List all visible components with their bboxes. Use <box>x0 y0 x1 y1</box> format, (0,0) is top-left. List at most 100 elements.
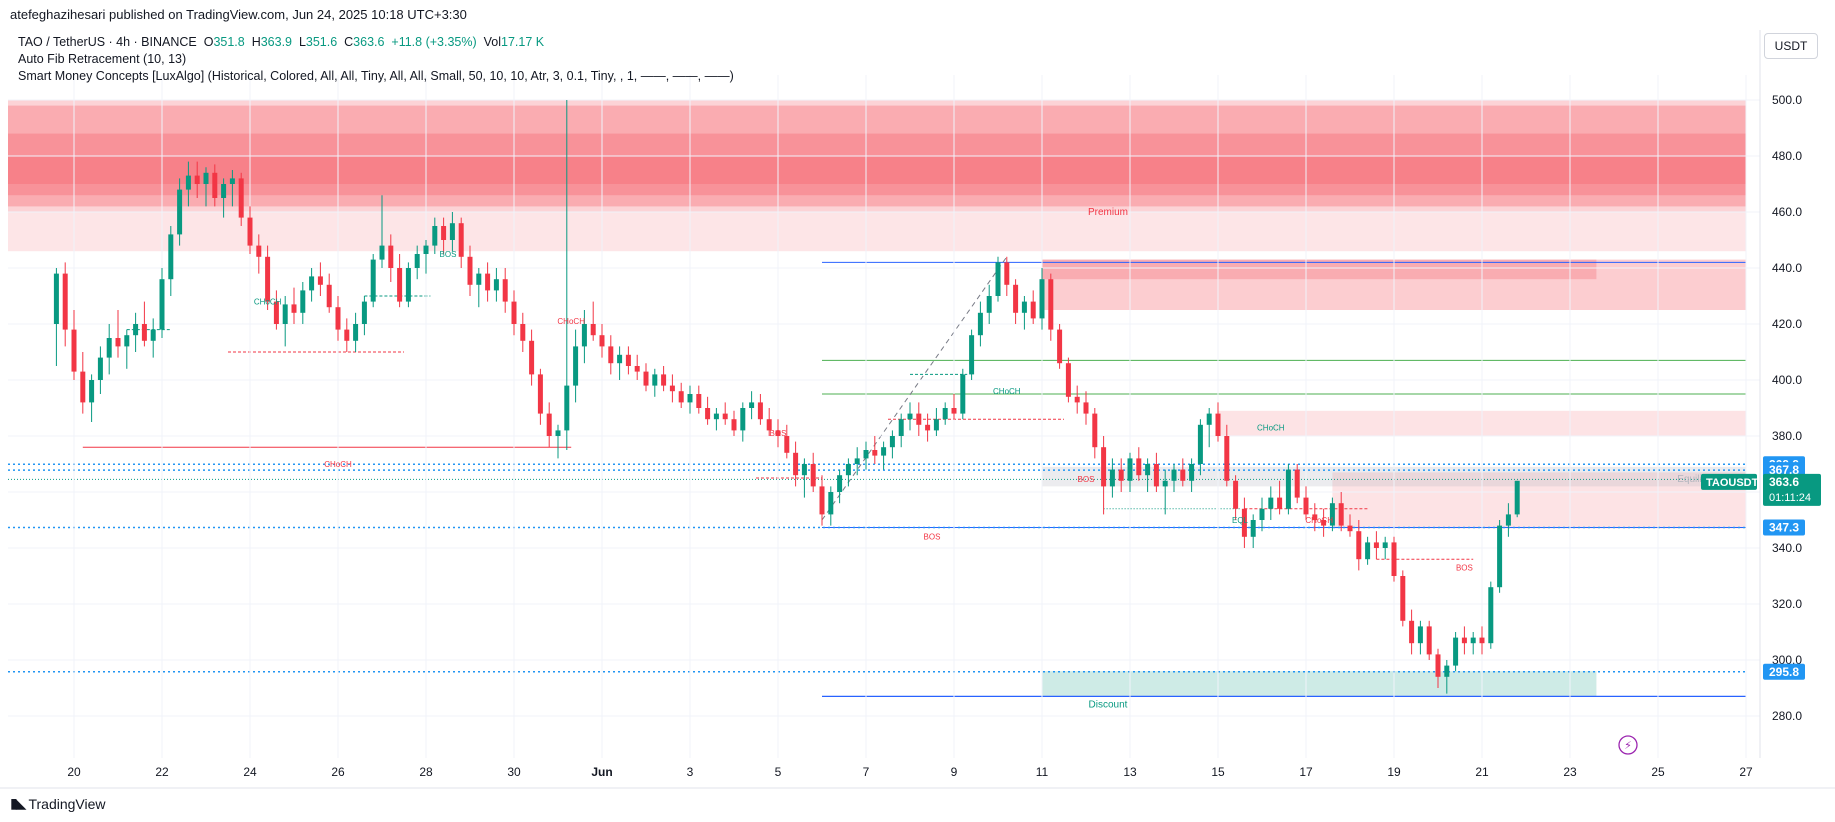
candle-body <box>1039 279 1045 319</box>
candle-body <box>863 450 869 459</box>
candle-body <box>1048 279 1054 330</box>
candle-body <box>1268 497 1274 509</box>
candle-body <box>1329 503 1335 526</box>
candle-body <box>731 419 737 431</box>
candle-body <box>309 276 315 291</box>
candle-body <box>370 259 376 302</box>
candle-body <box>801 464 807 476</box>
candle-body <box>1400 576 1406 621</box>
candle-body <box>977 312 983 336</box>
candle-body <box>520 324 526 341</box>
candle-body <box>634 366 640 372</box>
close-value: 363.6 <box>353 35 385 49</box>
candle-body <box>106 338 112 358</box>
candle-body <box>749 402 755 408</box>
candle-body <box>889 436 895 448</box>
candle-body <box>1461 637 1467 644</box>
candle-body <box>1074 396 1080 403</box>
candle-body <box>1259 508 1265 520</box>
candle-body <box>1453 637 1459 666</box>
candle-body <box>1224 436 1230 481</box>
time-tick-label: 26 <box>331 765 345 779</box>
price-label-text: 367.8 <box>1769 463 1799 477</box>
candle-body <box>247 217 253 246</box>
volume-value: 17.17 K <box>501 35 545 49</box>
candle-body <box>573 346 579 386</box>
candle-body <box>185 175 191 190</box>
candle-body <box>617 354 623 364</box>
time-tick-label: 24 <box>243 765 257 779</box>
candle-body <box>1109 469 1115 487</box>
price-label-text: 347.3 <box>1769 521 1799 535</box>
candle-body <box>1127 458 1133 481</box>
candle-body <box>669 385 675 392</box>
candle-body <box>361 301 367 324</box>
candle-body <box>177 189 183 235</box>
time-tick-label: 5 <box>775 765 782 779</box>
annotation-label: BOS <box>770 429 787 438</box>
footer-brand[interactable]: ▮◣ TradingView <box>10 795 106 812</box>
current-price-text: 363.6 <box>1769 475 1799 489</box>
candle-body <box>837 475 843 492</box>
candle-body <box>925 424 931 431</box>
candle-body <box>757 402 763 420</box>
candle-body <box>608 346 614 364</box>
candle-body <box>212 172 218 198</box>
change-value: +11.8 (+3.35%) <box>391 35 477 49</box>
candle-body <box>1136 458 1142 476</box>
candle-body <box>1189 464 1195 481</box>
candle-body <box>581 324 587 347</box>
candle-body <box>898 419 904 436</box>
candle-body <box>1101 447 1107 487</box>
candle-body <box>493 279 499 291</box>
candle-body <box>1488 587 1494 644</box>
candle-body <box>1030 301 1036 319</box>
candle-body <box>159 279 165 330</box>
indicator-fib-row[interactable]: Auto Fib Retracement (10, 13) <box>18 52 187 66</box>
candle-body <box>546 413 552 436</box>
candle-body <box>1083 402 1089 414</box>
candle-body <box>537 374 543 414</box>
indicator-smc-row[interactable]: Smart Money Concepts [LuxAlgo] (Historic… <box>18 69 734 83</box>
time-axis: 20 22 24 26 28 30 Jun 3 5 7 9 11 13 15 17 19 21 23 25 27 <box>0 765 1835 789</box>
candle-body <box>1180 469 1186 481</box>
open-label: O <box>203 35 214 49</box>
symbol-legend-row[interactable]: TAO / TetherUS · 4h · BINANCE O351.8 H36… <box>18 34 734 51</box>
candle-body <box>1294 469 1300 498</box>
chart-legend: TAO / TetherUS · 4h · BINANCE O351.8 H36… <box>18 34 734 85</box>
candle-body <box>1233 480 1239 509</box>
time-tick-label: 21 <box>1475 765 1489 779</box>
candle-body <box>1197 424 1203 464</box>
time-tick-label: 17 <box>1299 765 1313 779</box>
candle-body <box>1505 514 1511 526</box>
candle-body <box>1118 469 1124 481</box>
time-tick-label: 23 <box>1563 765 1577 779</box>
candle-body <box>1285 469 1291 509</box>
candle-body <box>986 296 992 313</box>
candle-body <box>1057 329 1063 364</box>
price-tick-label: 460.0 <box>1772 205 1802 219</box>
candle-body <box>1373 542 1379 548</box>
fib-trend-line <box>821 256 1008 521</box>
candle-body <box>1277 497 1283 509</box>
candle-body <box>89 380 95 403</box>
candle-body <box>1444 665 1450 677</box>
candle-body <box>414 254 420 268</box>
price-axis: 280.0300.0320.0340.0360.0380.0400.0420.0… <box>1701 30 1821 758</box>
candle-body <box>1321 520 1327 526</box>
price-tick-label: 320.0 <box>1772 597 1802 611</box>
candle-body <box>995 262 1001 296</box>
candle-body <box>53 273 59 324</box>
currency-button[interactable]: USDT <box>1764 33 1818 59</box>
candle-body <box>1013 284 1019 313</box>
candle-body <box>643 371 649 386</box>
time-tick-label: Jun <box>591 765 612 779</box>
candle-body <box>229 178 235 184</box>
candle-body <box>969 335 975 375</box>
chart-grid <box>8 75 1760 758</box>
candle-body <box>1145 464 1151 476</box>
candle-body <box>1417 626 1423 644</box>
candle-body <box>397 268 403 302</box>
candle-body <box>441 226 447 240</box>
